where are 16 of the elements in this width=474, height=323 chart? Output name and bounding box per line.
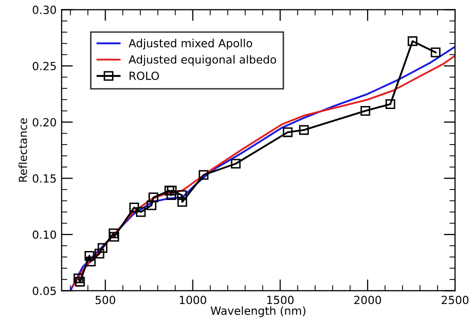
legend-label: Adjusted equigonal albedo (128, 55, 276, 66)
y-tick-label: 0.15 (32, 174, 56, 183)
y-tick-label: 0.05 (32, 286, 56, 296)
y-tick-label: 0.25 (32, 62, 56, 70)
y-tick-label: 0.10 (32, 230, 56, 239)
x-tick-label: 1000 (180, 296, 206, 304)
x-tick-label: 500 (96, 296, 116, 304)
x-tick-label: 2500 (442, 296, 468, 304)
x-tick-label: 1500 (267, 296, 294, 304)
y-tick-label: 0.20 (32, 118, 56, 126)
y-axis-title: Reflectance (18, 118, 28, 182)
legend-label: Adjusted mixed Apollo (128, 38, 252, 50)
x-axis-title: Wavelength (nm) (210, 306, 306, 318)
legend-label: ROLO (130, 72, 159, 80)
y-tick-label: 0.30 (32, 6, 56, 14)
x-tick-label: 2000 (354, 296, 382, 304)
